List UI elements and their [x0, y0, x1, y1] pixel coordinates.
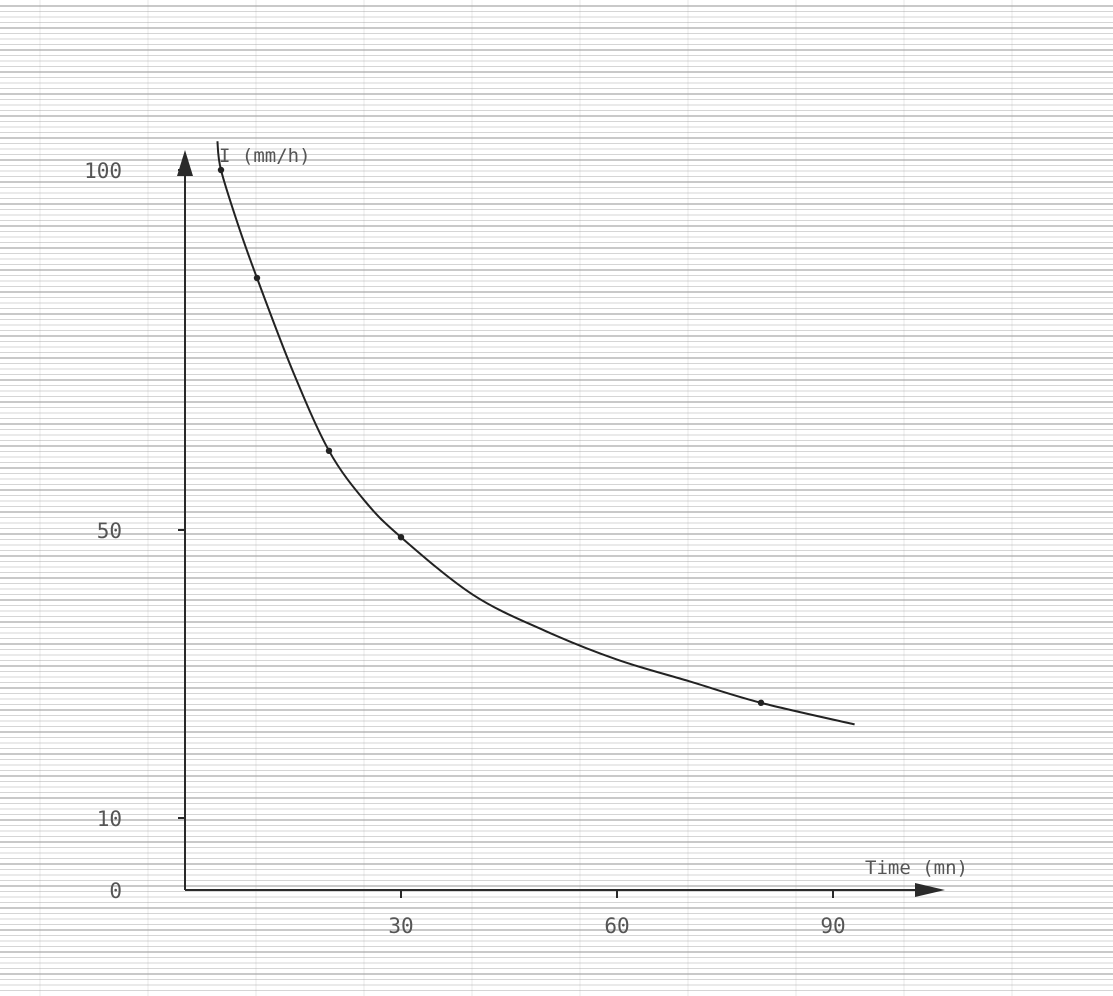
- y-axis-arrow-icon: [177, 150, 193, 176]
- y-tick-label: 100: [84, 159, 122, 183]
- y-tick-label: 10: [97, 807, 122, 831]
- x-tick-label: 30: [388, 914, 413, 938]
- x-tick-label: 90: [820, 914, 845, 938]
- y-tick-label: 50: [97, 519, 122, 543]
- ticks: 0 10 50 100 30 60 90: [84, 159, 846, 938]
- x-axis-arrow-icon: [915, 883, 945, 897]
- series-line: [216, 141, 855, 726]
- y-tick-label: 0: [109, 879, 122, 903]
- axes: I (mm/h) Time (mn): [177, 145, 968, 897]
- data-point: [397, 534, 405, 541]
- data-point: [325, 447, 333, 454]
- y-axis-title: I (mm/h): [219, 145, 311, 167]
- x-axis-title: Time (mn): [865, 857, 968, 879]
- data-point: [217, 166, 225, 174]
- data-point: [757, 699, 765, 706]
- x-tick-label: 60: [604, 914, 629, 938]
- series: [216, 141, 855, 726]
- data-point: [253, 274, 261, 282]
